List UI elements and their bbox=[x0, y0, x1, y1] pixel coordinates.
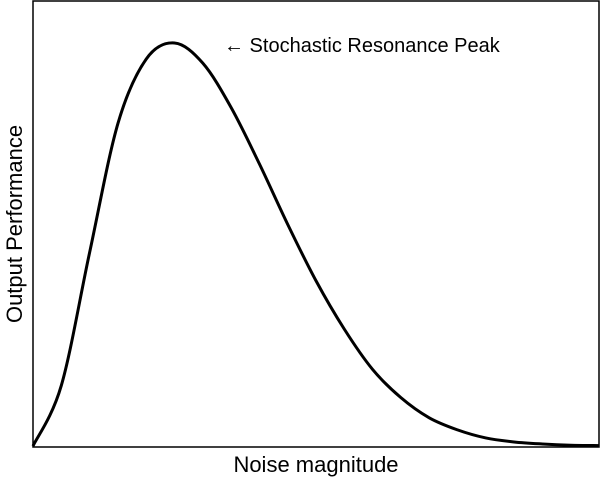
y-axis-label: Output Performance bbox=[2, 125, 27, 323]
annotation-peak: ← Stochastic Resonance Peak bbox=[224, 35, 501, 57]
x-axis-label: Noise magnitude bbox=[233, 452, 398, 477]
plot-frame bbox=[32, 0, 600, 448]
series-line bbox=[31, 41, 600, 448]
